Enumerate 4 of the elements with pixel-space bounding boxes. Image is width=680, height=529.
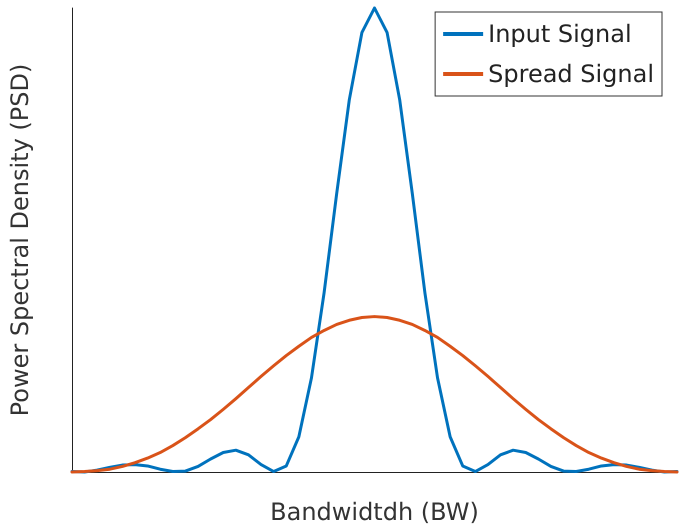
x-axis-title: Bandwidtdh (BW) (270, 498, 479, 526)
legend-label: Spread Signal (488, 60, 654, 88)
y-axis-title: Power Spectral Density (PSD) (6, 64, 34, 416)
legend-label: Input Signal (488, 20, 632, 48)
